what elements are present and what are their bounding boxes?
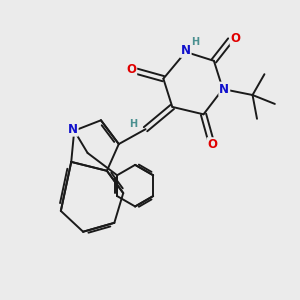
Text: H: H (129, 119, 137, 129)
Text: O: O (207, 138, 218, 151)
Text: O: O (126, 63, 136, 76)
Text: N: N (181, 44, 191, 57)
Text: O: O (231, 32, 241, 45)
Text: N: N (219, 82, 229, 96)
Text: N: N (68, 123, 78, 136)
Text: H: H (191, 38, 199, 47)
